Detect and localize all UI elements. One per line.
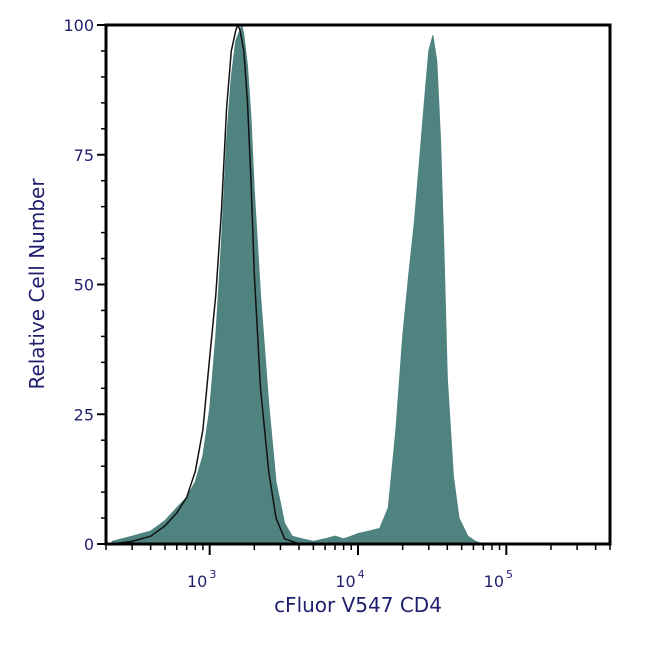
y-tick-label: 100 — [63, 16, 94, 35]
plot-frame — [104, 23, 612, 546]
x-tick-label: 10 3 — [187, 568, 216, 591]
x-tick-label: 10 5 — [484, 568, 513, 591]
x-axis-title: cFluor V547 CD4 — [274, 593, 442, 617]
y-tick-label: 75 — [74, 146, 94, 165]
x-tick-label: 10 4 — [335, 568, 364, 591]
series-layer — [111, 22, 484, 545]
axes-layer: 0 25 50 75 100 10 3 10 4 10 5 — [63, 16, 611, 591]
series-2-outline — [112, 22, 300, 545]
y-tick-label: 0 — [84, 535, 94, 554]
y-tick-label: 25 — [74, 405, 94, 424]
y-tick-label: 50 — [74, 276, 94, 295]
y-axis-title: Relative Cell Number — [25, 178, 49, 390]
series-1-area — [111, 23, 484, 545]
